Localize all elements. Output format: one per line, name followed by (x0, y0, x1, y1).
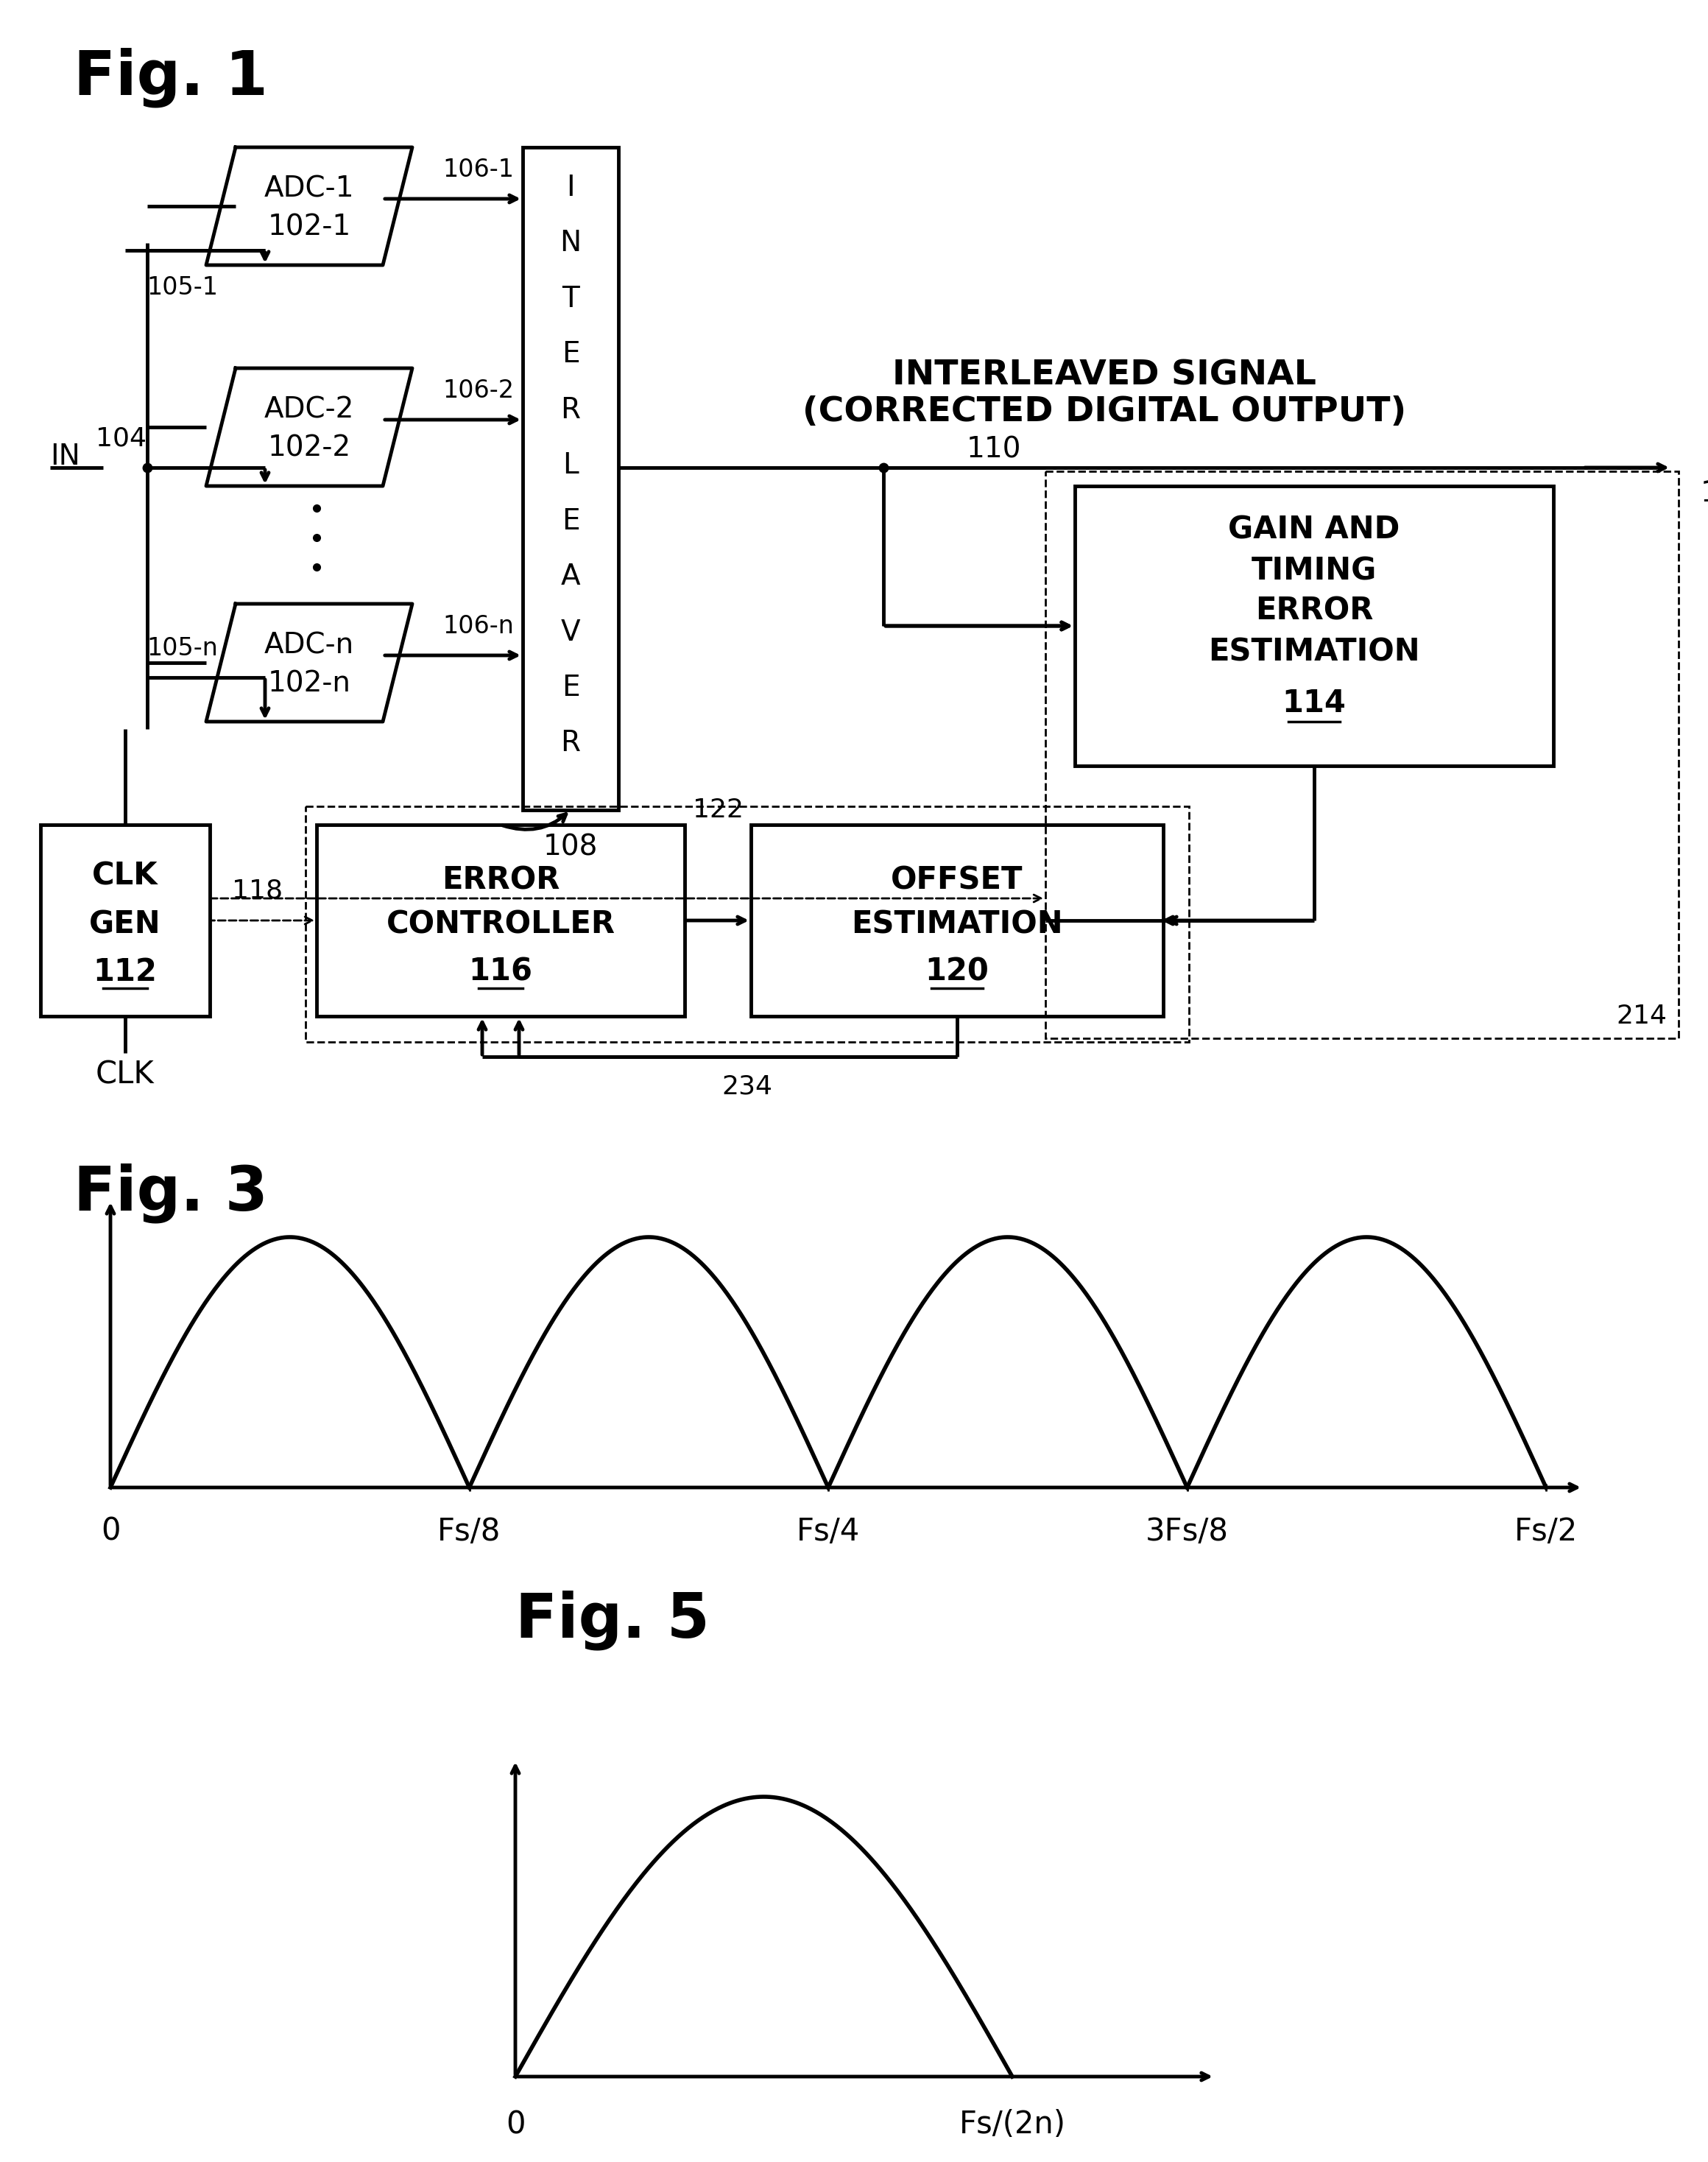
Text: 110: 110 (967, 435, 1021, 463)
Bar (1045, 471, 1679, 1038)
Bar (1074, 486, 1553, 765)
Bar (523, 147, 618, 811)
Text: Fs/(2n): Fs/(2n) (958, 2108, 1066, 2140)
Text: (CORRECTED DIGITAL OUTPUT): (CORRECTED DIGITAL OUTPUT) (803, 396, 1406, 428)
Text: ERROR: ERROR (442, 865, 560, 895)
Text: L: L (562, 452, 579, 480)
Text: CONTROLLER: CONTROLLER (386, 908, 615, 940)
Text: Fs/4: Fs/4 (796, 1516, 861, 1548)
Text: GAIN AND: GAIN AND (1228, 515, 1401, 545)
Text: 0: 0 (506, 2108, 524, 2140)
Bar (41, 824, 210, 1016)
Text: Fs/8: Fs/8 (437, 1516, 500, 1548)
Text: 118: 118 (232, 878, 284, 904)
Text: A: A (560, 562, 581, 590)
Text: OFFSET: OFFSET (892, 865, 1023, 895)
Text: TIMING: TIMING (1252, 556, 1377, 586)
Text: Fig. 3: Fig. 3 (73, 1163, 268, 1224)
Text: E: E (562, 508, 579, 534)
Text: 0: 0 (101, 1516, 120, 1548)
Text: GEN: GEN (89, 908, 161, 940)
Text: INTERLEAVED SIGNAL: INTERLEAVED SIGNAL (892, 359, 1317, 391)
Text: 3Fs/8: 3Fs/8 (1146, 1516, 1228, 1548)
Text: ADC-1: ADC-1 (265, 175, 354, 203)
Text: 104: 104 (96, 426, 147, 450)
Text: 102-n: 102-n (268, 670, 350, 698)
Text: ADC-2: ADC-2 (265, 396, 354, 424)
Text: IN: IN (50, 443, 80, 471)
Text: CLK: CLK (92, 860, 159, 891)
Text: 112: 112 (94, 956, 157, 988)
Text: ADC-n: ADC-n (265, 631, 354, 659)
Text: CLK: CLK (96, 1059, 154, 1090)
Text: 124: 124 (1701, 480, 1708, 508)
Text: ESTIMATION: ESTIMATION (851, 908, 1062, 940)
Text: 105-1: 105-1 (147, 275, 219, 298)
Text: 122: 122 (693, 798, 743, 822)
Bar (306, 806, 1189, 1042)
Text: Fig. 5: Fig. 5 (516, 1589, 709, 1650)
Text: 214: 214 (1616, 1003, 1667, 1029)
Text: 105-n: 105-n (147, 636, 219, 659)
Text: 106-n: 106-n (442, 614, 514, 638)
Text: I: I (567, 173, 576, 201)
Text: T: T (562, 285, 579, 313)
Text: R: R (560, 396, 581, 424)
Text: Fig. 1: Fig. 1 (73, 48, 268, 108)
Text: E: E (562, 675, 579, 703)
Text: Fs/2: Fs/2 (1515, 1516, 1578, 1548)
Bar (316, 824, 685, 1016)
Text: 102-2: 102-2 (268, 435, 350, 463)
Text: E: E (562, 339, 579, 368)
Text: 114: 114 (1283, 688, 1346, 718)
Text: 234: 234 (722, 1075, 772, 1098)
Text: V: V (560, 618, 581, 646)
Text: 116: 116 (468, 956, 533, 988)
Text: 106-2: 106-2 (442, 378, 514, 402)
Text: ESTIMATION: ESTIMATION (1208, 636, 1419, 668)
Text: ERROR: ERROR (1255, 597, 1373, 627)
Text: N: N (560, 229, 581, 257)
Text: R: R (560, 729, 581, 757)
Text: 106-1: 106-1 (442, 158, 514, 182)
Bar (752, 824, 1163, 1016)
Text: 108: 108 (543, 832, 598, 860)
Text: 120: 120 (926, 956, 989, 988)
Text: 102-1: 102-1 (268, 214, 350, 242)
